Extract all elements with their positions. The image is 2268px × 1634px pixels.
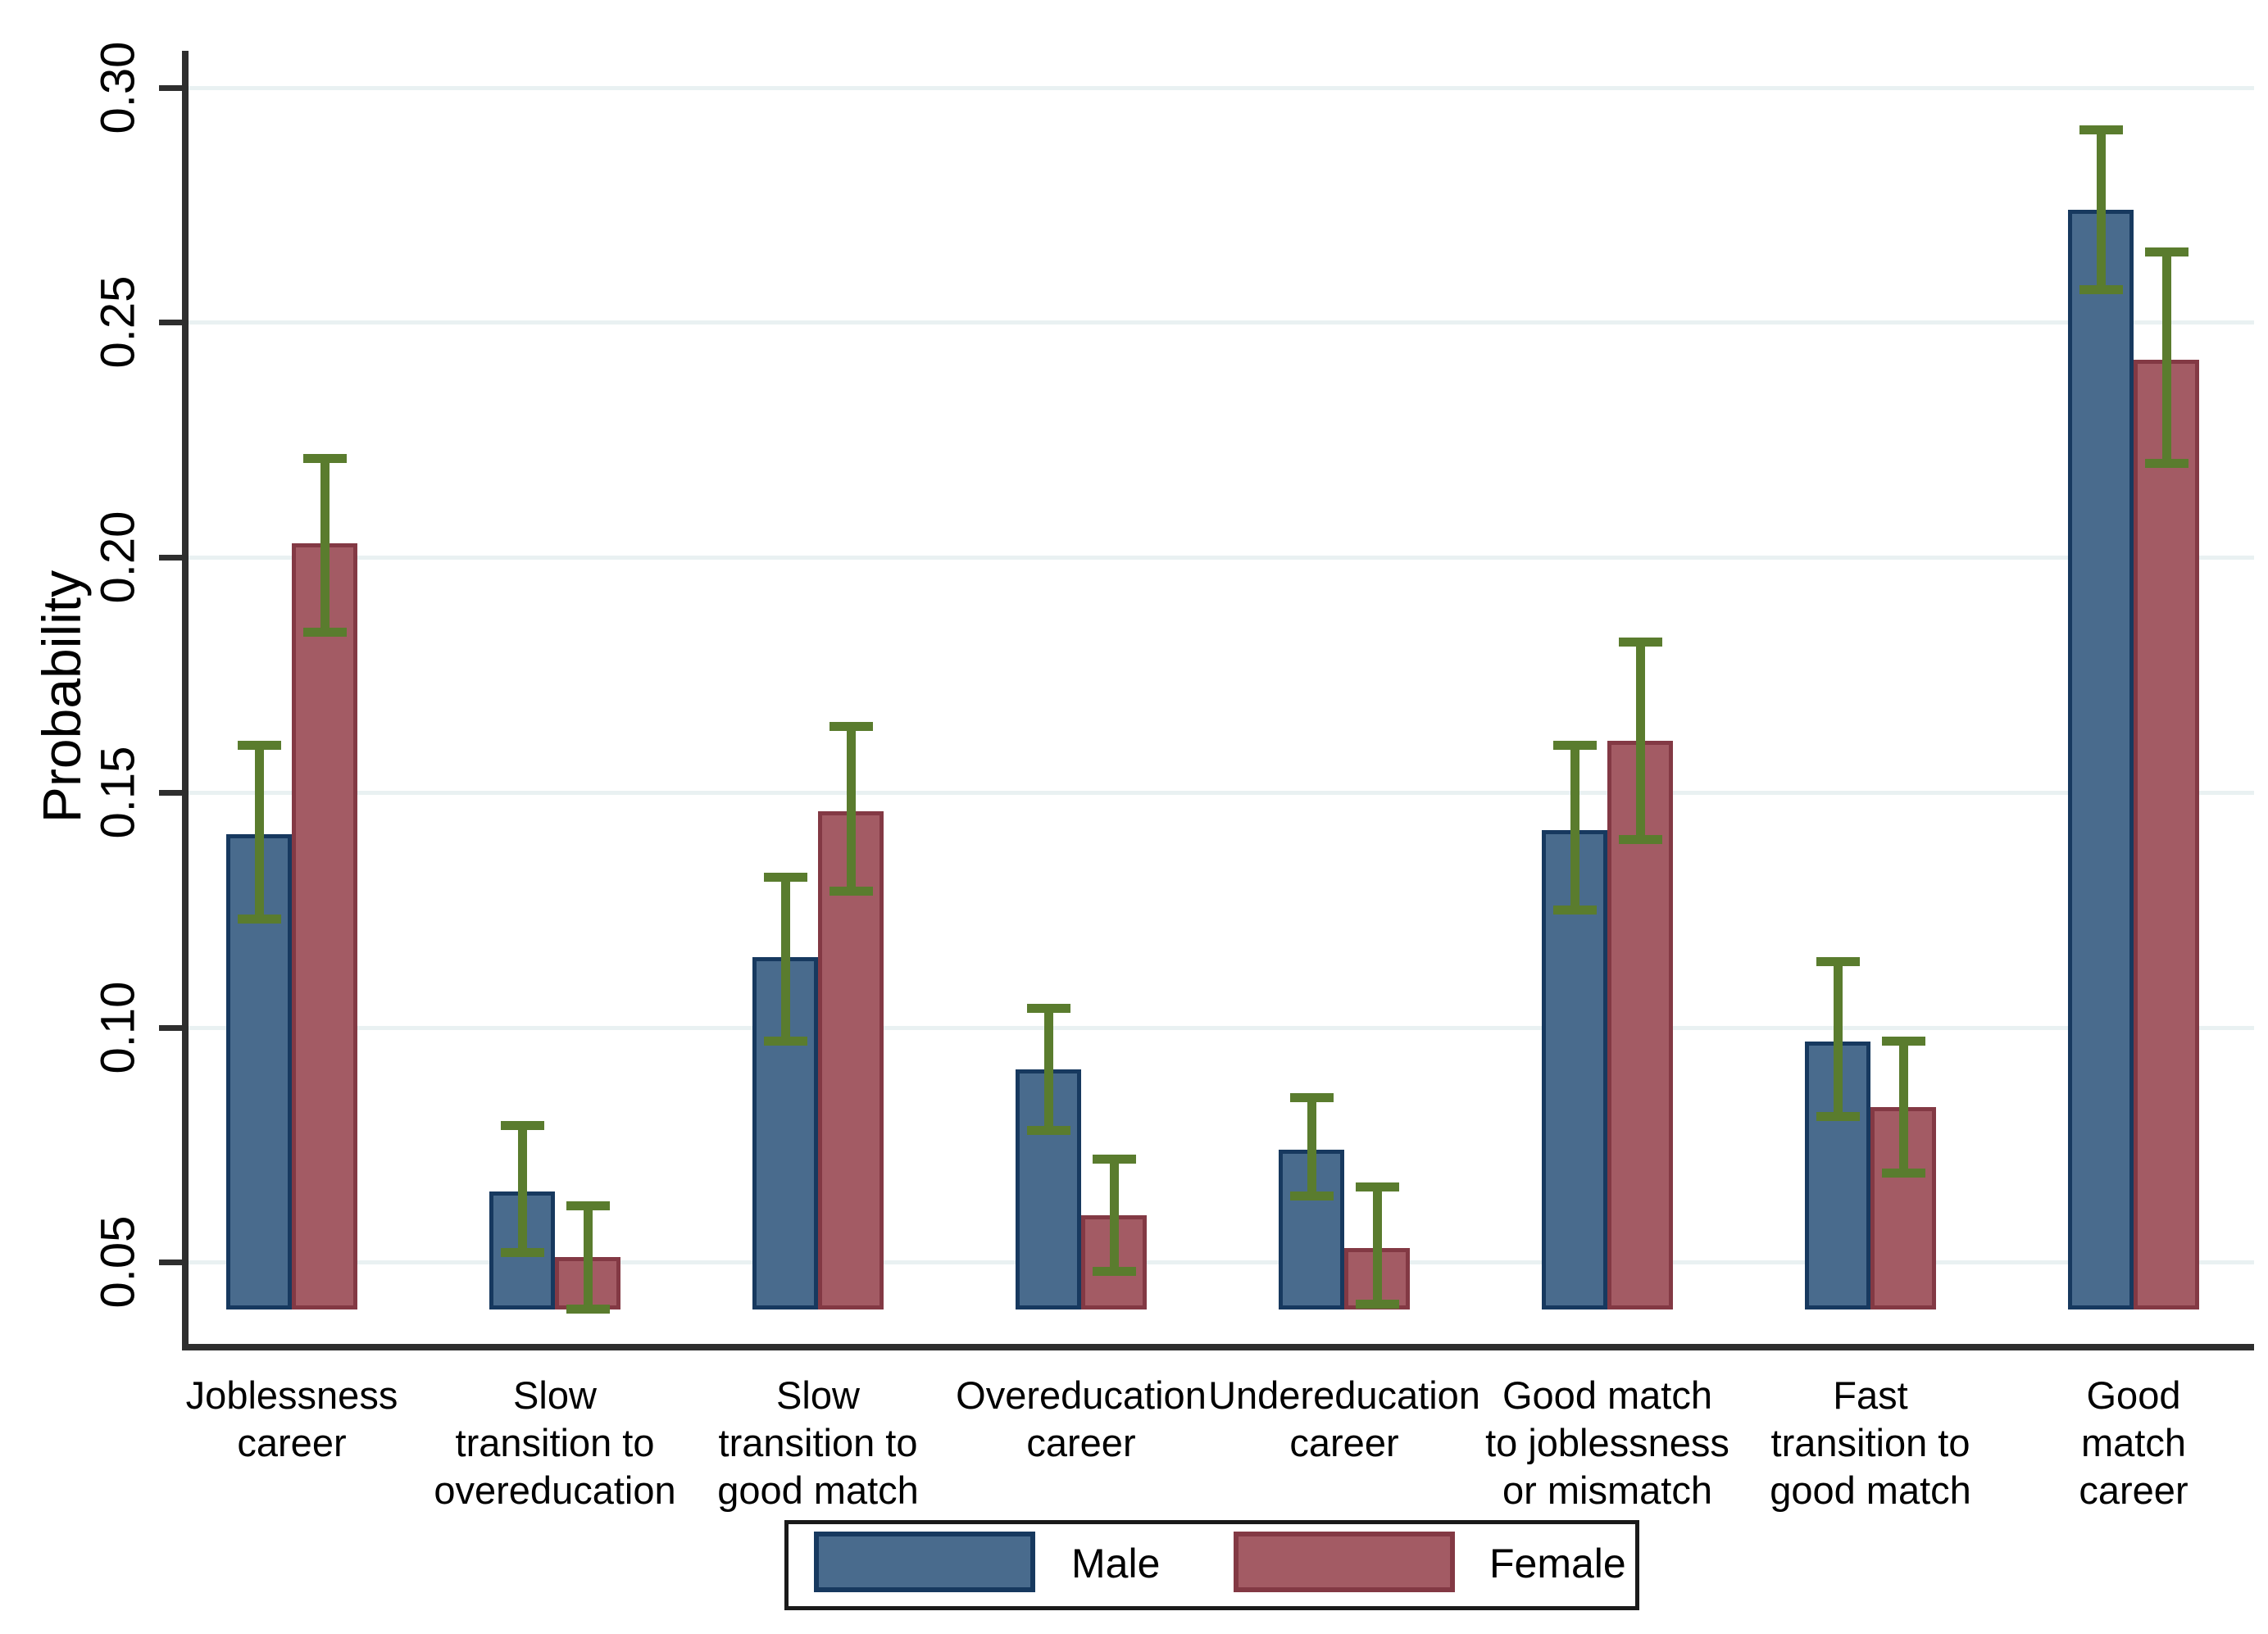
male-legend-swatch [814, 1532, 1035, 1592]
error-bar-cap [1092, 1267, 1136, 1277]
error-bar-cap [2144, 247, 2188, 256]
category-label: Fast transition to good match [1770, 1373, 1971, 1512]
y-gridline [189, 320, 2254, 325]
error-bar-cap [237, 740, 281, 750]
error-bar-line [1109, 1159, 1119, 1272]
error-bar-line [846, 726, 856, 892]
error-bar-cap [1355, 1182, 1399, 1191]
error-bar-line [254, 745, 264, 919]
category-label: Slow transition to overeducation [434, 1373, 676, 1512]
y-tick-label: 0.10 [91, 981, 145, 1073]
error-bar-line [1898, 1041, 1908, 1173]
y-tick-label: 0.20 [91, 511, 145, 604]
y-tick-mark [159, 555, 182, 561]
error-bar-cap [1355, 1300, 1399, 1309]
error-bar-line [320, 458, 330, 633]
category-label: Undereducation career [1208, 1373, 1480, 1464]
legend: Male Female [784, 1520, 1639, 1610]
y-tick-mark [159, 84, 182, 91]
error-bar-cap [566, 1305, 610, 1314]
y-gridline [189, 790, 2254, 795]
male-bar [1542, 829, 1607, 1309]
error-bar-cap [2079, 284, 2123, 294]
error-bar-line [1635, 642, 1645, 840]
female-bar [2134, 360, 2199, 1309]
male-bar [226, 834, 292, 1309]
y-tick-mark [159, 320, 182, 326]
error-bar-cap [829, 886, 873, 896]
error-bar-line [780, 877, 790, 1042]
y-gridline [189, 1025, 2254, 1030]
error-bar-cap [763, 872, 807, 882]
female-legend-label: Female [1489, 1541, 1626, 1586]
error-bar-cap [566, 1201, 610, 1210]
male-bar [2068, 209, 2134, 1309]
error-bar-line [1833, 961, 1843, 1117]
error-bar-line [2096, 129, 2106, 290]
y-gridline [189, 85, 2254, 90]
y-axis-title: Probability [31, 570, 92, 824]
category-label: Slow transition to good match [717, 1373, 919, 1512]
error-bar-cap [2144, 458, 2188, 468]
error-bar-cap [1618, 834, 1662, 844]
error-bar-cap [1289, 1093, 1334, 1103]
category-label: Good match career [2079, 1373, 2188, 1512]
error-bar-line [517, 1125, 527, 1253]
category-label: Joblessness career [185, 1373, 398, 1464]
error-bar-line [583, 1205, 593, 1309]
y-tick-mark [159, 1024, 182, 1031]
error-bar-cap [1881, 1037, 1925, 1046]
male-bar [1279, 1149, 1344, 1309]
y-gridline [189, 556, 2254, 561]
error-bar-cap [1092, 1154, 1136, 1164]
male-legend-label: Male [1071, 1541, 1161, 1586]
error-bar-cap [2079, 125, 2123, 134]
error-bar-cap [1026, 1004, 1070, 1014]
error-bar-cap [302, 628, 347, 638]
error-bar-cap [1552, 740, 1597, 750]
error-bar-cap [1026, 1126, 1070, 1136]
error-bar-cap [500, 1248, 544, 1258]
error-bar-cap [302, 454, 347, 464]
error-bar-cap [1552, 905, 1597, 915]
error-bar-cap [1881, 1168, 1925, 1178]
error-bar-line [1043, 1008, 1053, 1131]
error-bar-cap [1289, 1191, 1334, 1201]
y-gridline [189, 1260, 2254, 1265]
y-tick-label: 0.30 [91, 41, 145, 134]
error-bar-cap [1816, 956, 1860, 966]
y-tick-mark [159, 1260, 182, 1266]
error-bar-cap [1816, 1111, 1860, 1121]
y-tick-label: 0.05 [91, 1215, 145, 1309]
error-bar-cap [829, 722, 873, 732]
error-bar-cap [500, 1121, 544, 1131]
female-legend-swatch [1234, 1532, 1455, 1592]
error-bar-cap [1618, 637, 1662, 647]
y-tick-mark [159, 789, 182, 796]
category-label: Good match to joblessness or mismatch [1485, 1373, 1729, 1512]
error-bar-cap [763, 1037, 807, 1046]
error-bar-cap [237, 915, 281, 924]
error-bar-line [1307, 1097, 1316, 1196]
error-bar-line [2161, 252, 2171, 464]
y-axis-line [182, 51, 189, 1350]
y-tick-label: 0.25 [91, 275, 145, 369]
female-bar [292, 542, 357, 1309]
error-bar-line [1372, 1187, 1382, 1305]
category-label: Overeducation career [956, 1373, 1207, 1464]
error-bar-line [1570, 745, 1579, 910]
x-axis-line [182, 1344, 2254, 1350]
y-tick-label: 0.15 [91, 746, 145, 839]
